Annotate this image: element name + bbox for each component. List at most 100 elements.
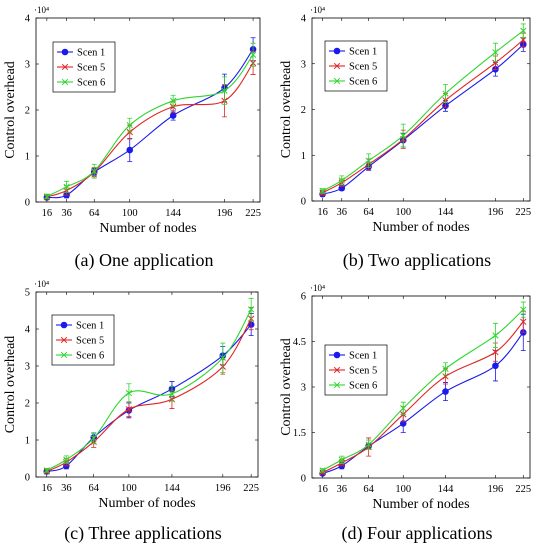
- y-tick-label: 3: [25, 60, 30, 71]
- chart-panel-2: 16 36 64 100 144 196 225 0 1 2 3 4·10⁴ Number of nod…: [279, 5, 531, 271]
- x-tick-label: 225: [245, 208, 261, 219]
- data-point: [249, 51, 257, 58]
- x-tick-label: 16: [42, 483, 53, 494]
- x-tick-label: 144: [438, 484, 455, 495]
- data-point: [520, 27, 527, 34]
- x-tick-label: 36: [61, 483, 72, 494]
- legend-marker: [333, 47, 341, 55]
- y-tick-label: 0: [25, 473, 30, 484]
- data-point: [365, 441, 372, 448]
- x-tick-label: 36: [337, 484, 348, 495]
- y-tick-label: 2: [25, 399, 30, 410]
- x-axis-label: Number of nodes: [372, 497, 469, 512]
- chart-panel-4: 16 36 64 100 144 196 225 0 1.5 3 4.5 6 ·10⁴ Number of…: [279, 283, 531, 544]
- data-point: [442, 365, 449, 372]
- legend-entry: Scen 1: [77, 48, 105, 59]
- data-point: [400, 132, 407, 139]
- data-point: [520, 318, 527, 325]
- plot-frame: [35, 291, 259, 478]
- legend-entry: Scen 5: [349, 62, 377, 73]
- y-tick-label: 1.5: [293, 428, 306, 439]
- series-scen-6: [319, 301, 527, 474]
- y-tick-label: 1: [301, 151, 306, 162]
- y-tick-label: 0: [25, 198, 30, 209]
- data-point: [168, 390, 176, 397]
- x-tick-label: 16: [317, 207, 328, 218]
- data-point: [248, 306, 255, 313]
- x-axis-label: Number of nodes: [98, 496, 195, 511]
- y-tick-label: 3: [301, 59, 306, 70]
- legend-entry: Scen 5: [349, 366, 377, 377]
- legend-entry: Scen 6: [349, 77, 377, 88]
- x-tick-label: 144: [164, 483, 181, 494]
- data-point: [492, 332, 499, 339]
- data-point: [492, 59, 499, 66]
- plot-frame: [35, 17, 261, 203]
- x-tick-label: 196: [488, 484, 504, 495]
- y-tick-label: 0: [301, 197, 306, 208]
- legend-marker: [333, 62, 341, 70]
- x-tick-label: 144: [438, 207, 455, 218]
- y-axis-label: Control overhead: [3, 336, 18, 434]
- data-point: [221, 87, 228, 94]
- axis-scale-label: ·10⁴: [310, 283, 325, 293]
- y-tick-label: 3: [301, 383, 306, 394]
- legend-entry: Scen 1: [76, 321, 104, 332]
- legend-marker: [333, 381, 341, 389]
- axis-scale-label: ·10⁴: [34, 5, 49, 15]
- x-axis-label: Number of nodes: [99, 221, 196, 236]
- data-point: [520, 306, 527, 313]
- legend-marker: [60, 321, 68, 329]
- data-point: [442, 90, 449, 97]
- data-point: [170, 103, 177, 110]
- data-point: [126, 122, 133, 129]
- data-point: [365, 157, 372, 164]
- x-tick-label: 225: [515, 484, 531, 495]
- legend-entry: Scen 1: [349, 47, 377, 58]
- y-tick-label: 6: [301, 292, 306, 303]
- y-axis-label: Control overhead: [279, 61, 294, 159]
- x-tick-label: 100: [121, 483, 137, 494]
- x-tick-label: 64: [88, 483, 99, 494]
- chart-panel-3: 16 36 64 100 144 196 225 0 1 2 3 4 5 ·10⁴ Number of no…: [3, 279, 259, 544]
- legend-marker: [60, 336, 68, 344]
- x-tick-label: 100: [122, 208, 138, 219]
- y-axis-label: Control overhead: [3, 61, 18, 159]
- legend-entry: Scen 6: [349, 381, 377, 392]
- data-point: [90, 434, 97, 442]
- x-tick-label: 196: [488, 207, 504, 218]
- y-tick-label: 2: [25, 106, 30, 117]
- data-point: [319, 467, 326, 474]
- legend-entry: Scen 1: [349, 351, 377, 362]
- legend: Scen 1 Scen 5 Scen 6: [324, 40, 388, 92]
- axis-scale-label: ·10⁴: [34, 279, 49, 289]
- plot-frame: [311, 295, 531, 479]
- data-point: [492, 49, 499, 56]
- legend-marker: [333, 77, 341, 85]
- data-point: [125, 389, 133, 397]
- data-point: [520, 36, 527, 44]
- y-tick-label: 4.5: [293, 337, 306, 348]
- legend-marker: [61, 48, 69, 56]
- series-scen-6: [319, 23, 527, 195]
- chart-panel-1: 16 36 64 100 144 196 225 0 1 2 3 4·10⁴ Number of nod…: [3, 5, 261, 271]
- x-tick-label: 144: [165, 208, 182, 219]
- x-tick-label: 16: [42, 208, 53, 219]
- data-point: [63, 456, 70, 463]
- x-tick-label: 64: [363, 484, 374, 495]
- x-tick-label: 64: [89, 208, 100, 219]
- y-tick-label: 1: [25, 436, 30, 447]
- legend-entry: Scen 6: [76, 351, 104, 362]
- y-tick-label: 4: [25, 325, 31, 336]
- legend-marker: [61, 63, 69, 71]
- y-axis-label: Control overhead: [279, 338, 294, 436]
- x-tick-label: 225: [243, 483, 259, 494]
- legend-marker: [333, 351, 341, 359]
- x-tick-label: 196: [217, 208, 233, 219]
- x-tick-label: 36: [337, 207, 348, 218]
- legend-marker: [61, 78, 69, 86]
- data-point: [43, 467, 50, 474]
- y-tick-label: 5: [25, 288, 30, 299]
- x-axis-label: Number of nodes: [372, 220, 469, 235]
- data-point: [43, 193, 51, 200]
